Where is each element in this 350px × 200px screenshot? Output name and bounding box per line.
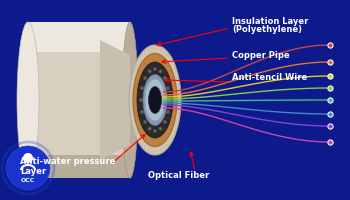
Ellipse shape [17,22,39,178]
Ellipse shape [163,120,167,124]
Polygon shape [28,22,130,52]
Circle shape [6,146,50,190]
Ellipse shape [153,129,157,133]
Ellipse shape [166,86,170,90]
Ellipse shape [159,70,162,73]
Ellipse shape [153,67,157,71]
Ellipse shape [144,120,147,124]
Circle shape [23,153,33,163]
Text: (Polyethylene): (Polyethylene) [232,25,302,34]
Ellipse shape [148,127,152,130]
Ellipse shape [137,62,173,138]
Ellipse shape [129,45,181,155]
Text: OCC: OCC [21,178,35,182]
Ellipse shape [163,76,167,80]
Ellipse shape [167,98,171,102]
Text: Layer: Layer [20,168,46,176]
Text: Anti-tencil Wire: Anti-tencil Wire [232,73,307,82]
Ellipse shape [159,127,162,130]
Ellipse shape [140,86,144,90]
Ellipse shape [148,70,152,73]
Polygon shape [100,40,130,160]
Ellipse shape [139,98,143,102]
Polygon shape [28,155,130,178]
Text: Optical Fiber: Optical Fiber [148,170,209,180]
Polygon shape [28,22,130,178]
Text: Anti-water pressure: Anti-water pressure [20,158,116,166]
Ellipse shape [148,86,161,114]
Text: Copper Pipe: Copper Pipe [232,50,290,60]
Ellipse shape [133,53,177,146]
Ellipse shape [144,76,147,80]
Ellipse shape [140,110,144,114]
Ellipse shape [122,22,138,178]
Ellipse shape [143,74,167,126]
Ellipse shape [166,110,170,114]
Text: Insulation Layer: Insulation Layer [232,18,308,26]
Ellipse shape [145,79,165,121]
